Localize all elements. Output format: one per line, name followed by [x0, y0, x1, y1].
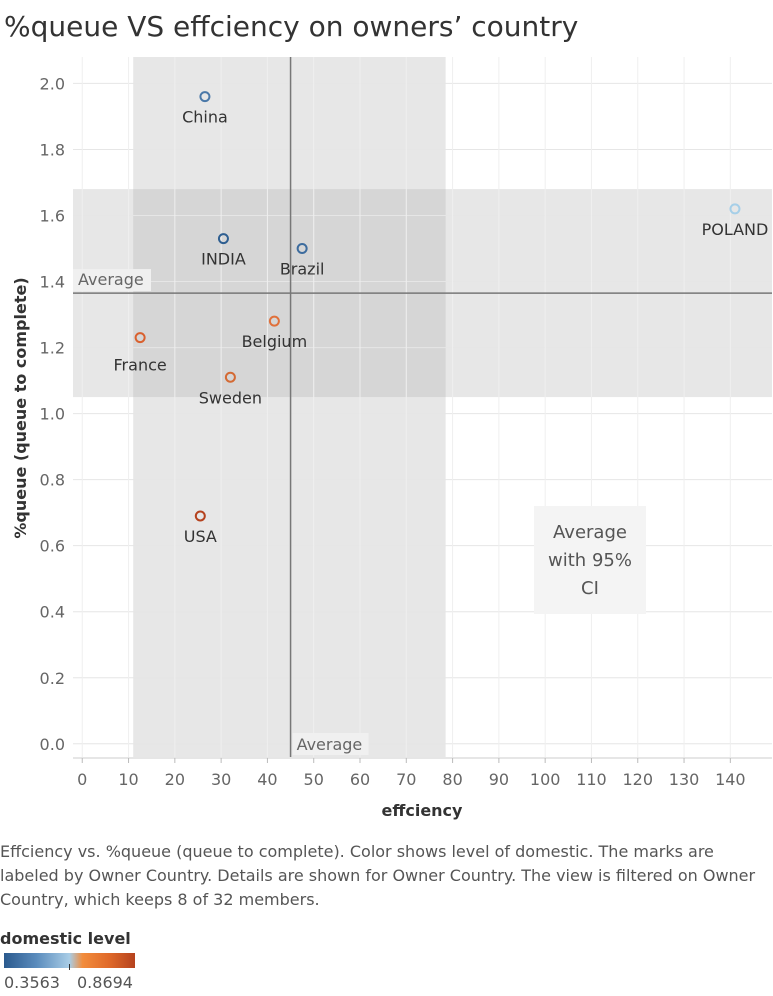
x-tick-label: 40: [257, 770, 277, 789]
legend-tick: [69, 964, 70, 970]
x-tick-label: 60: [350, 770, 370, 789]
y-average-label-box: [73, 269, 151, 292]
point-label-usa: USA: [184, 527, 217, 546]
x-tick-label: 120: [622, 770, 653, 789]
y-tick-label: 2.0: [40, 74, 65, 93]
x-average-label-box: [292, 733, 369, 755]
point-label-france: France: [114, 356, 167, 375]
x-tick-label: 80: [442, 770, 462, 789]
point-france: [134, 332, 146, 344]
x-axis-title: effciency: [382, 801, 464, 820]
point-india: [217, 233, 229, 245]
y-axis-title: %queue (queue to complete): [11, 277, 30, 538]
ci-annotation: Average with 95% CI: [548, 522, 632, 599]
color-legend-bar: [4, 953, 135, 968]
ci-annotation-box: [534, 506, 646, 614]
point-belgium: [268, 315, 280, 327]
point-usa: [194, 510, 206, 522]
point-label-china: China: [182, 108, 228, 127]
point-label-belgium: Belgium: [242, 332, 308, 351]
x-tick-label: 30: [211, 770, 231, 789]
legend-max-label: 0.8694: [77, 973, 133, 992]
point-label-india: INDIA: [201, 250, 246, 269]
x-tick-label: 20: [165, 770, 185, 789]
y-tick-label: 1.6: [40, 206, 65, 225]
x-tick-label: 140: [715, 770, 746, 789]
reference-lines: Average Average Average with 95% CI: [73, 57, 772, 757]
x-tick-label: 130: [669, 770, 700, 789]
data-points: [134, 91, 741, 522]
x-tick-label: 0: [77, 770, 87, 789]
x-tick-label: 70: [396, 770, 416, 789]
y-tick-label: 1.8: [40, 140, 65, 159]
y-tick-label: 1.0: [40, 405, 65, 424]
x-tick-label: 100: [530, 770, 561, 789]
y-tick-label: 0.4: [40, 603, 65, 622]
y-average-label: Average: [78, 270, 144, 289]
point-sweden: [224, 371, 236, 383]
legend-min-label: 0.3563: [4, 973, 60, 992]
y-tick-label: 0.2: [40, 669, 65, 688]
point-label-sweden: Sweden: [199, 388, 262, 407]
x-tick-label: 90: [489, 770, 509, 789]
y-tick-label: 1.2: [40, 339, 65, 358]
point-label-brazil: Brazil: [280, 260, 325, 279]
x-tick-label: 110: [576, 770, 607, 789]
x-tick-label: 50: [304, 770, 324, 789]
point-brazil: [296, 243, 308, 255]
y-tick-label: 1.4: [40, 273, 65, 292]
point-poland: [729, 203, 741, 215]
point-labels: China INDIA Brazil POLAND Belgium France Swede…: [114, 108, 769, 546]
x-ci-band: [133, 57, 446, 757]
point-china: [199, 91, 211, 103]
chart-caption: Effciency vs. %queue (queue to complete)…: [0, 842, 756, 909]
x-tick-label: 10: [118, 770, 138, 789]
y-tick-label: 0.8: [40, 471, 65, 490]
chart-title: %queue VS effciency on owners’ country: [4, 10, 579, 43]
gridlines: [73, 57, 772, 757]
axes: 0 10 20 30 40 50 60 70 80 90 100 110 120 130 140 0.0 0.2…: [40, 74, 772, 789]
scatter-chart: Average Average Average with 95% CI 0 10 20 30 4…: [11, 57, 772, 820]
y-tick-label: 0.0: [40, 735, 65, 754]
y-tick-label: 0.6: [40, 537, 65, 556]
confidence-bands: [73, 57, 772, 757]
point-label-poland: POLAND: [702, 220, 769, 239]
x-average-label: Average: [297, 735, 363, 754]
legend-title: domestic level: [0, 929, 131, 948]
